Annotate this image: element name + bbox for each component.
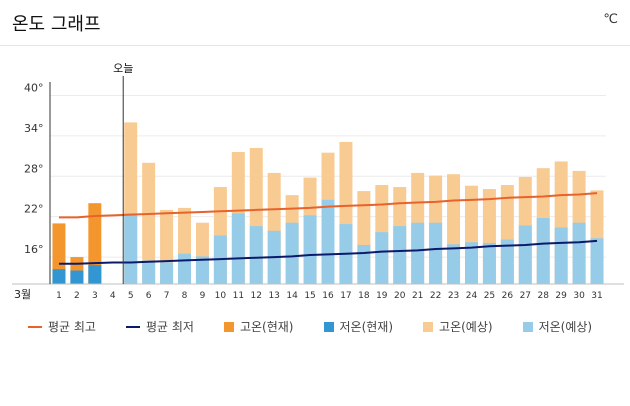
legend-item: 고온(현재) <box>223 318 294 335</box>
page-title: 온도 그래프 <box>12 14 101 35</box>
low-forecast-bar <box>464 242 478 284</box>
y-tick-label: 16° <box>24 243 44 256</box>
x-tick-label: 27 <box>520 291 531 301</box>
legend-label: 저온(예상) <box>538 320 593 334</box>
low-forecast-bar <box>393 226 407 284</box>
legend-label: 고온(예상) <box>439 320 493 334</box>
y-tick-label: 40° <box>24 81 44 94</box>
x-tick-label: 23 <box>448 291 459 301</box>
low-forecast-bar <box>178 253 192 284</box>
y-tick-label: 28° <box>24 162 44 175</box>
low-forecast-bar <box>554 227 568 284</box>
header-divider <box>0 45 630 46</box>
x-tick-label: 4 <box>110 291 116 301</box>
x-tick-label: 12 <box>251 291 262 301</box>
low-forecast-bar <box>500 239 514 284</box>
x-tick-label: 7 <box>164 291 170 301</box>
x-tick-label: 24 <box>466 291 478 301</box>
x-tick-label: 17 <box>340 291 351 301</box>
legend-label: 저온(현재) <box>339 320 394 334</box>
x-tick-label: 10 <box>215 291 227 301</box>
low-forecast-bar <box>160 262 174 284</box>
x-tick-label: 8 <box>182 291 188 301</box>
legend-swatch <box>125 325 140 328</box>
temperature-chart: 16°22°28°34°40°오늘1 2 3 4 5 6 7 8 9 10 11 12 13 14 15 16… <box>12 62 624 301</box>
legend-swatch <box>323 321 334 332</box>
legend-item: 평균 최고 <box>28 318 96 335</box>
low-forecast-bar <box>249 226 263 284</box>
legend-label: 고온(현재) <box>239 320 294 334</box>
low-forecast-bar <box>536 218 550 284</box>
x-tick-label: 15 <box>304 291 315 301</box>
legend-item: 저온(예상) <box>522 318 593 335</box>
high-forecast-bar <box>142 162 156 284</box>
low-actual-bar <box>88 265 102 284</box>
x-tick-label: 22 <box>430 291 441 301</box>
low-forecast-bar <box>572 222 586 284</box>
low-forecast-bar <box>142 260 156 284</box>
legend-swatch <box>223 321 234 332</box>
low-forecast-bar <box>411 222 425 284</box>
legend-label: 평균 최저 <box>145 320 194 334</box>
low-forecast-bar <box>447 244 461 284</box>
legend-swatch <box>28 325 42 328</box>
avg-high-line <box>58 192 598 219</box>
x-tick-label: 1 <box>56 291 62 301</box>
x-tick-label: 5 <box>128 291 134 301</box>
low-forecast-bar <box>375 232 389 284</box>
high-actual-bar <box>52 223 66 284</box>
low-forecast-bar <box>590 238 604 284</box>
x-tick-label: 29 <box>555 291 567 301</box>
low-forecast-bar <box>303 215 317 284</box>
low-forecast-bar <box>124 213 138 284</box>
x-tick-label: 19 <box>376 291 388 301</box>
x-tick-label: 13 <box>268 291 279 301</box>
y-tick-label: 22° <box>24 203 44 216</box>
x-tick-label: 3 <box>92 291 98 301</box>
x-tick-label: 30 <box>573 291 585 301</box>
low-forecast-bar <box>231 213 245 284</box>
month-label: 3월 <box>14 288 31 301</box>
legend-swatch <box>522 321 533 332</box>
low-forecast-bar <box>321 199 335 284</box>
x-tick-label: 16 <box>322 291 334 301</box>
chart-legend: 평균 최고 평균 최저 고온(현재) 저온(현재) 고온(예상) 저온(예상) <box>28 318 628 335</box>
x-tick-label: 14 <box>286 291 298 301</box>
y-tick-label: 34° <box>24 122 44 135</box>
low-forecast-bar <box>357 244 371 284</box>
legend-item: 저온(현재) <box>323 318 394 335</box>
x-tick-label: 21 <box>412 291 423 301</box>
x-tick-label: 25 <box>484 291 495 301</box>
low-forecast-bar <box>429 222 443 284</box>
x-tick-label: 6 <box>146 291 152 301</box>
low-forecast-bar <box>482 242 496 284</box>
today-label: 오늘 <box>113 62 133 75</box>
x-tick-label: 31 <box>591 291 602 301</box>
low-actual-bar <box>70 270 84 284</box>
x-tick-label: 18 <box>358 291 370 301</box>
x-tick-label: 20 <box>394 291 406 301</box>
low-forecast-bar <box>285 222 299 284</box>
low-forecast-bar <box>195 256 209 284</box>
x-tick-label: 26 <box>502 291 514 301</box>
x-tick-label: 2 <box>74 291 80 301</box>
legend-item: 고온(예상) <box>423 318 493 335</box>
low-forecast-bar <box>518 225 532 284</box>
legend-item: 평균 최저 <box>125 318 194 335</box>
x-tick-label: 9 <box>200 291 206 301</box>
legend-label: 평균 최고 <box>48 320 96 334</box>
x-tick-label: 11 <box>233 291 244 301</box>
legend-swatch <box>423 321 434 332</box>
unit-label: ℃ <box>603 12 618 27</box>
x-tick-label: 28 <box>537 291 549 301</box>
low-actual-bar <box>52 269 66 284</box>
avg-low-line <box>58 239 598 265</box>
